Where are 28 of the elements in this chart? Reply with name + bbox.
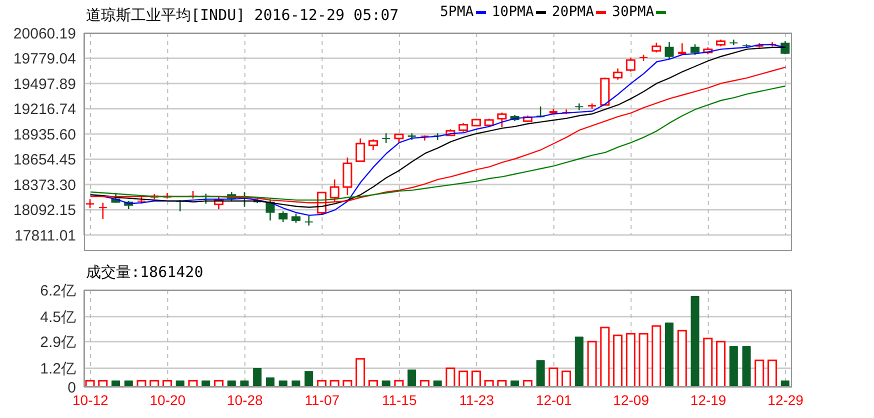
x-tick-label: 11-23: [459, 392, 494, 408]
x-tick-label: 12-29: [768, 392, 804, 408]
x-tick-label: 12-19: [690, 392, 726, 408]
y-tick-label: 19216.74: [13, 101, 76, 118]
legend-label: 20PMA: [552, 4, 594, 20]
x-tick-label: 12-09: [613, 392, 650, 408]
chart-title: 道琼斯工业平均[INDU] 2016-12-29 05:07: [86, 6, 399, 24]
y-tick-label: 20060.19: [13, 25, 76, 42]
y-tick-label: 17811.01: [14, 227, 76, 244]
y-tick-label: 1.2亿: [40, 360, 76, 378]
legend-label: 30PMA: [612, 4, 654, 20]
y-tick-label: 18373.30: [13, 176, 76, 194]
x-tick-label: 12-01: [536, 392, 572, 408]
x-tick-label: 10-28: [227, 392, 264, 408]
y-tick-label: 2.9亿: [40, 334, 76, 351]
x-tick-label: 11-15: [382, 392, 417, 408]
legend-label: 10PMA: [492, 4, 534, 20]
y-tick-label: 4.5亿: [40, 308, 76, 326]
chart-title: 成交量:1861420: [86, 263, 204, 281]
y-tick-label: 18935.60: [13, 126, 76, 144]
x-tick-label: 11-07: [304, 392, 340, 408]
y-tick-label: 19779.04: [13, 50, 76, 68]
x-tick-label: 10-20: [150, 392, 186, 408]
y-tick-label: 18654.45: [13, 152, 76, 169]
y-tick-label: 6.2亿: [40, 282, 76, 300]
y-tick-label: 19497.89: [13, 76, 76, 93]
legend-label: 5PMA: [440, 4, 474, 20]
y-tick-label: 18092.15: [13, 202, 76, 220]
